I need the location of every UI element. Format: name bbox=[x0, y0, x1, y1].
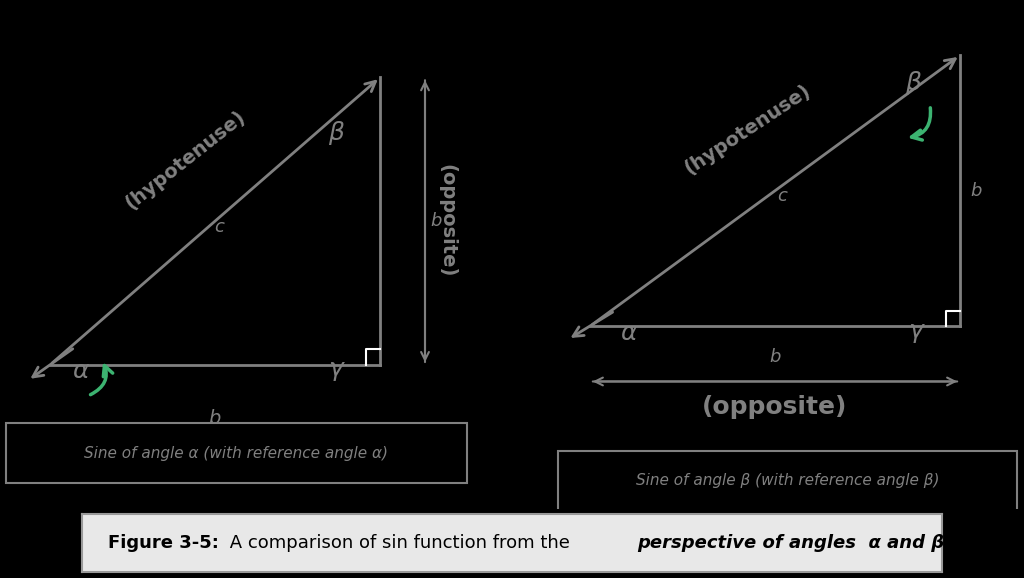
Text: perspective of angles  α and β: perspective of angles α and β bbox=[637, 534, 944, 553]
Text: Figure 3-5:: Figure 3-5: bbox=[108, 534, 218, 553]
Text: $b$: $b$ bbox=[208, 409, 222, 428]
Text: $c$: $c$ bbox=[214, 218, 226, 236]
Text: Sine of angle β (with reference angle β): Sine of angle β (with reference angle β) bbox=[636, 473, 939, 488]
Text: A comparison of sin function from the: A comparison of sin function from the bbox=[224, 534, 575, 553]
Text: (opposite): (opposite) bbox=[702, 395, 848, 418]
Text: $\beta$: $\beta$ bbox=[905, 69, 923, 97]
Text: $b$: $b$ bbox=[769, 348, 781, 366]
FancyBboxPatch shape bbox=[558, 451, 1017, 511]
Text: $\beta$: $\beta$ bbox=[328, 120, 345, 147]
Text: (opposite): (opposite) bbox=[437, 165, 457, 278]
Text: (hypotenuse): (hypotenuse) bbox=[121, 108, 249, 213]
Text: $\gamma$: $\gamma$ bbox=[908, 321, 926, 344]
Text: $\gamma$: $\gamma$ bbox=[328, 360, 346, 383]
Text: $\alpha$: $\alpha$ bbox=[72, 360, 90, 383]
Text: Sine of angle α (with reference angle α): Sine of angle α (with reference angle α) bbox=[85, 446, 388, 461]
Text: $b$: $b$ bbox=[970, 181, 983, 200]
Text: (hypotenuse): (hypotenuse) bbox=[680, 81, 814, 179]
FancyBboxPatch shape bbox=[6, 424, 467, 483]
Text: $\alpha$: $\alpha$ bbox=[620, 321, 638, 344]
Text: $b$: $b$ bbox=[430, 212, 442, 230]
Text: $c$: $c$ bbox=[777, 187, 788, 205]
